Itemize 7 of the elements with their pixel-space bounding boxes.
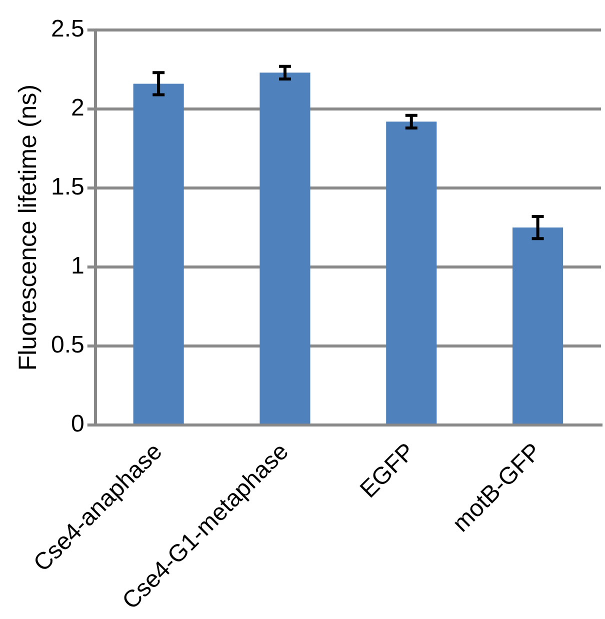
y-tick-label: 0 <box>71 410 84 438</box>
y-axis-title: Fluorescence lifetime (ns) <box>14 84 42 371</box>
y-tick-label: 2.5 <box>50 16 84 43</box>
y-tick-label: 2 <box>71 94 84 122</box>
y-tick-label: 1.5 <box>50 174 84 201</box>
y-tick-label: 1 <box>71 252 84 280</box>
y-tick-label: 0.5 <box>50 332 84 359</box>
